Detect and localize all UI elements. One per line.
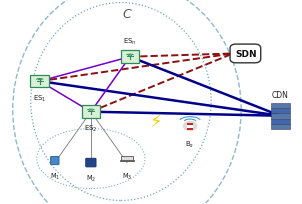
FancyBboxPatch shape xyxy=(120,51,139,64)
FancyBboxPatch shape xyxy=(230,45,261,63)
FancyBboxPatch shape xyxy=(271,124,290,130)
Text: ES$_n$: ES$_n$ xyxy=(123,36,137,46)
FancyBboxPatch shape xyxy=(271,103,290,109)
Text: M$_1$: M$_1$ xyxy=(50,171,60,181)
Text: ES$_1$: ES$_1$ xyxy=(33,93,47,103)
FancyBboxPatch shape xyxy=(187,126,193,128)
Text: M$_3$: M$_3$ xyxy=(122,171,132,181)
FancyBboxPatch shape xyxy=(86,159,96,167)
Text: ES$_2$: ES$_2$ xyxy=(84,123,98,133)
Text: ⚡: ⚡ xyxy=(149,113,162,131)
Text: B$_s$: B$_s$ xyxy=(185,140,195,150)
FancyBboxPatch shape xyxy=(271,114,290,119)
Text: SDN: SDN xyxy=(235,50,256,59)
FancyBboxPatch shape xyxy=(271,119,290,124)
FancyBboxPatch shape xyxy=(51,157,59,165)
Text: CDN: CDN xyxy=(272,90,289,99)
Circle shape xyxy=(184,122,197,131)
FancyBboxPatch shape xyxy=(82,106,100,118)
FancyBboxPatch shape xyxy=(271,109,290,114)
Text: C: C xyxy=(123,8,131,21)
FancyBboxPatch shape xyxy=(121,156,133,161)
FancyBboxPatch shape xyxy=(187,123,193,125)
FancyBboxPatch shape xyxy=(31,75,49,88)
Text: M$_2$: M$_2$ xyxy=(86,173,96,183)
FancyBboxPatch shape xyxy=(187,128,193,131)
FancyBboxPatch shape xyxy=(120,160,133,162)
